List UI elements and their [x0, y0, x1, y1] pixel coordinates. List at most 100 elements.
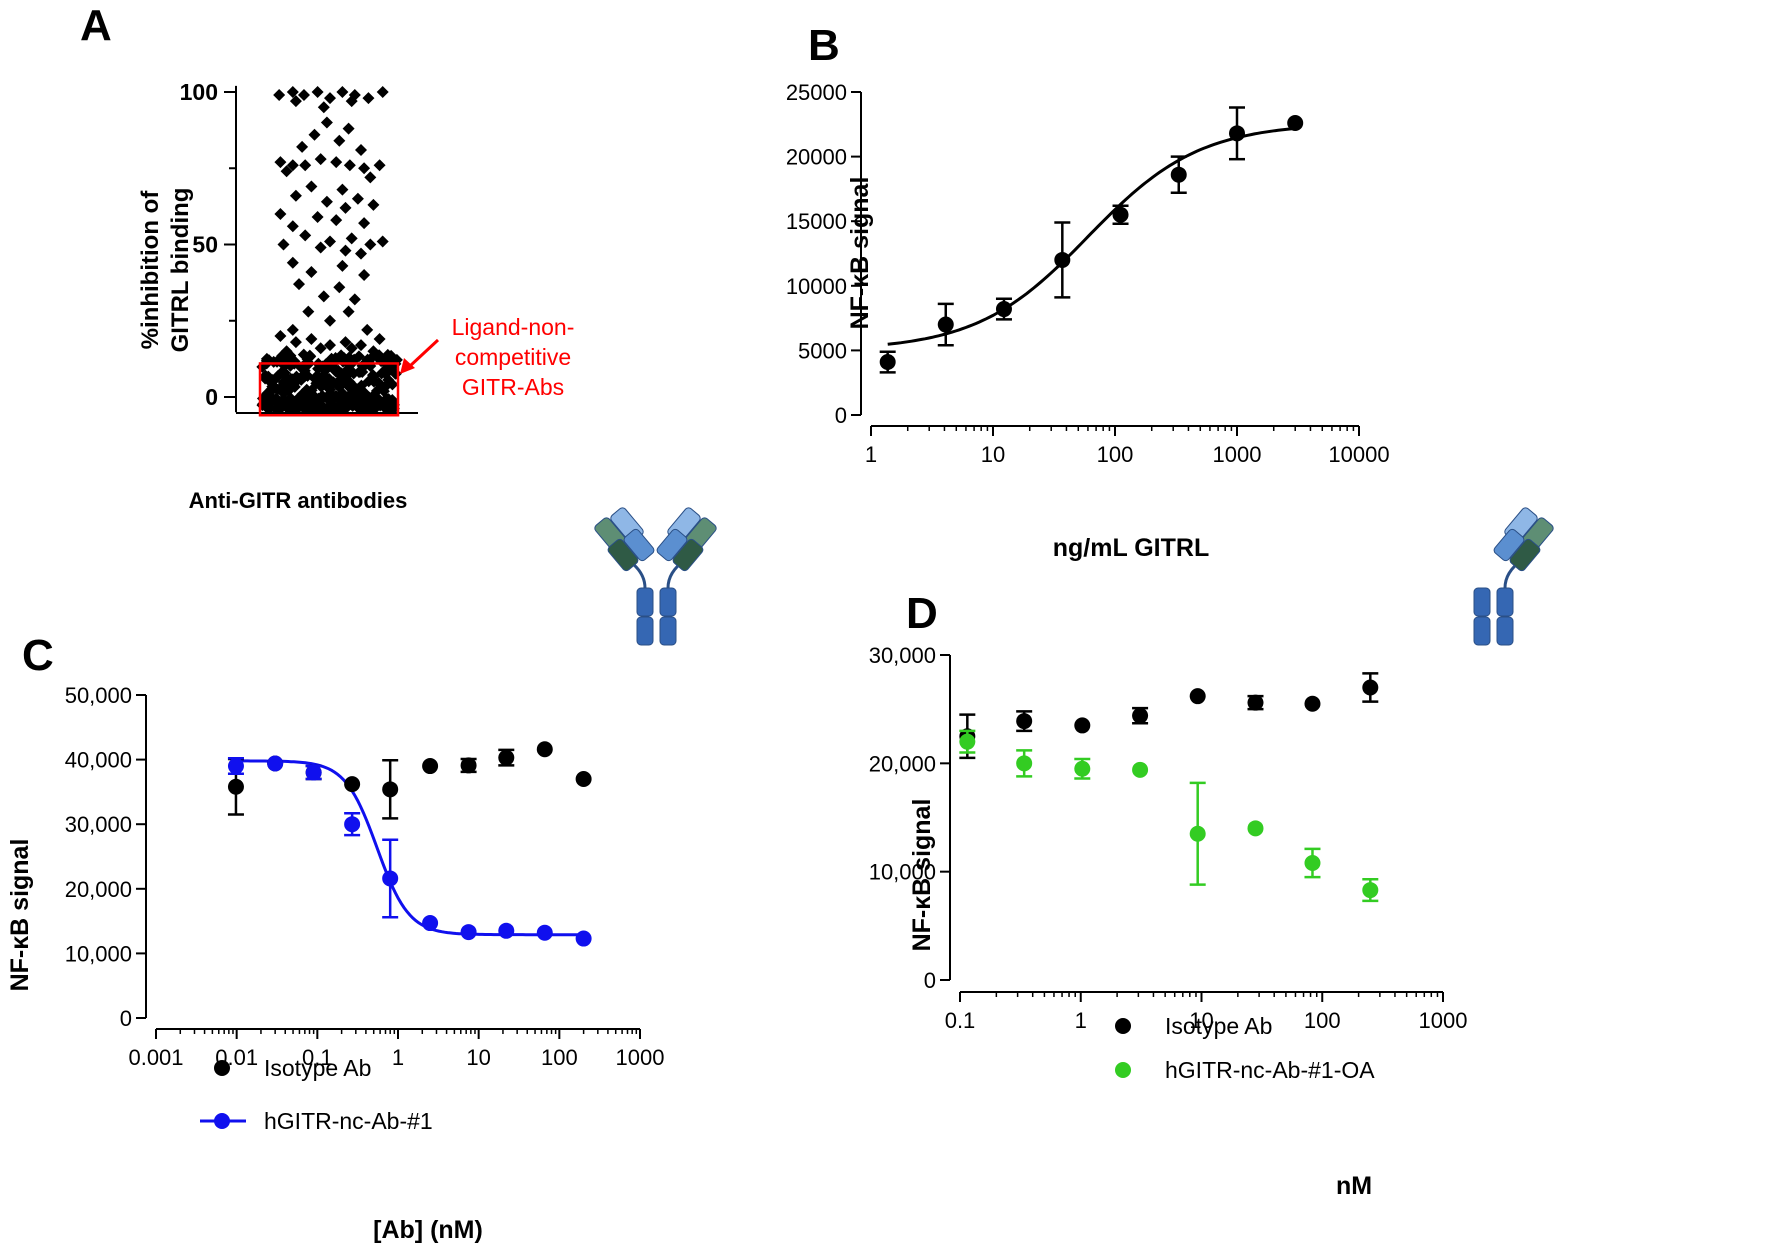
data-point [271, 369, 284, 382]
data-point [274, 156, 287, 169]
panel-letter-d: D [906, 589, 938, 638]
data-point [317, 101, 330, 114]
data-point [299, 229, 312, 242]
data-point [339, 336, 352, 349]
data-point [379, 402, 392, 415]
x-tick-label: 1 [865, 442, 877, 467]
data-point [364, 238, 377, 251]
y-tick-label: 0 [924, 968, 936, 993]
data-point [1362, 882, 1379, 899]
data-point [324, 401, 337, 414]
antibody-heavy-chain [656, 528, 688, 562]
panel-b-xlabel: ng/mL GITRL [1053, 534, 1209, 562]
y-tick-label: 30,000 [65, 812, 132, 837]
data-point [345, 398, 358, 411]
data-point [348, 293, 361, 306]
antibody-fc-segment [636, 616, 654, 646]
data-point [336, 396, 349, 409]
data-point [1189, 688, 1206, 705]
fit-curve [236, 759, 584, 937]
data-point [1247, 820, 1264, 837]
data-point [312, 373, 325, 386]
data-point [330, 156, 343, 169]
data-point [273, 89, 286, 102]
legend-label-hgitr-oa: hGITR-nc-Ab-#1-OA [1165, 1057, 1375, 1083]
data-point [264, 375, 277, 388]
x-tick-label: 1 [392, 1045, 404, 1070]
data-point [305, 333, 318, 346]
data-point [375, 367, 388, 380]
data-point [386, 378, 399, 391]
data-point [959, 733, 976, 750]
data-point [422, 915, 439, 932]
data-point [324, 339, 336, 352]
data-point [227, 778, 244, 795]
data-point [303, 399, 316, 412]
y-tick-label: 0 [120, 1006, 132, 1031]
data-point [270, 403, 283, 416]
antibody-heavy-chain [623, 528, 655, 562]
data-point [422, 758, 439, 775]
data-point [286, 159, 299, 172]
data-point [286, 220, 299, 233]
data-point [1362, 679, 1379, 696]
data-point [333, 380, 346, 393]
data-point [342, 122, 355, 135]
data-point [1016, 755, 1033, 772]
data-point [323, 389, 336, 402]
legend-marker-hgitr-oa [1115, 1062, 1131, 1078]
data-point [1074, 717, 1091, 734]
data-point [308, 128, 321, 141]
fit-curve [887, 126, 1296, 346]
data-point [297, 89, 310, 102]
data-point [311, 211, 324, 224]
y-tick-label: 20,000 [65, 877, 132, 902]
annotation-text-line: GITR-Abs [462, 374, 564, 400]
data-point [358, 217, 371, 230]
data-point [339, 244, 352, 257]
data-point [314, 342, 327, 355]
y-tick-label: 15000 [786, 209, 847, 234]
panel-a-xlabel: Anti-GITR antibodies [189, 488, 408, 513]
data-point [362, 391, 375, 404]
panel-a-ylabel-line1: %inhibition of [137, 190, 164, 350]
data-point [372, 376, 385, 389]
data-point [332, 364, 345, 377]
antibody-fc-segment [636, 587, 654, 617]
data-point [324, 314, 336, 327]
data-point [317, 290, 330, 303]
antibody-fc-segment [659, 616, 677, 646]
data-point [367, 198, 380, 211]
data-point [460, 924, 477, 941]
antibody-light-chain [1509, 538, 1541, 572]
data-point [282, 396, 295, 409]
data-point [267, 755, 284, 772]
y-tick-label: 20,000 [869, 751, 936, 776]
data-point [343, 159, 356, 172]
data-point [364, 171, 377, 184]
data-point [1112, 206, 1129, 223]
data-point [498, 749, 515, 766]
data-point [575, 930, 592, 947]
data-point [280, 165, 293, 178]
data-point [305, 764, 322, 781]
data-point [361, 323, 374, 336]
data-point [336, 86, 349, 98]
data-point [575, 770, 592, 787]
antibody-icon-half [1473, 507, 1554, 646]
legend-marker-isotype [214, 1060, 230, 1076]
data-point [314, 241, 327, 254]
data-point [1054, 251, 1071, 268]
data-point [362, 92, 375, 105]
data-point [339, 201, 352, 214]
data-point [344, 776, 361, 793]
y-tick-label: 50,000 [65, 683, 132, 708]
data-point [358, 269, 371, 281]
x-tick-label: 0.1 [302, 1045, 333, 1070]
data-point [358, 162, 371, 175]
legend-marker-isotype-d [1115, 1018, 1131, 1034]
legend-label-hgitr: hGITR-nc-Ab-#1 [264, 1108, 433, 1134]
panel-d-chart: nM NF-κB signal 0 10,000 20,000 30,000 0.1 1 1… [869, 507, 1554, 1200]
panel-letter-b: B [808, 21, 840, 70]
